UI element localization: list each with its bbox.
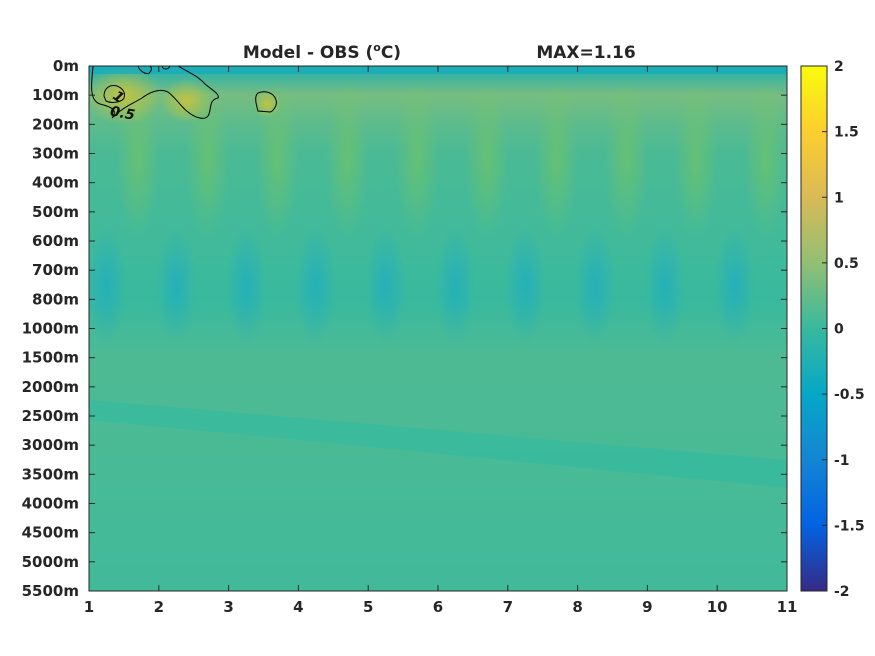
- chart-max-label: MAX=1.16: [536, 43, 635, 63]
- mid-cool-column: [435, 224, 476, 345]
- x-axis: 1 2 3 4 5 6 7 8 9 10 11: [84, 66, 798, 616]
- x-tick-label: 1: [84, 598, 94, 616]
- contour-0.5-line-c: [161, 66, 171, 70]
- colorbar-tick-label: 1.5: [834, 125, 859, 141]
- x-tick-label: 8: [572, 598, 582, 616]
- mid-cool-column: [714, 224, 755, 345]
- y-tick-label: 2000m: [22, 378, 79, 396]
- mid-cool-column: [226, 224, 267, 345]
- colorbar-tick-label: 2: [834, 59, 844, 75]
- upper-warm-column: [255, 79, 300, 240]
- y-tick-label: 200m: [32, 115, 79, 133]
- x-tick-label: 11: [777, 598, 798, 616]
- upper-warm-column: [325, 79, 370, 240]
- y-tick-label: 600m: [32, 232, 79, 250]
- upper-warm-column: [395, 79, 440, 240]
- colorbar-tick-label: -1: [834, 453, 850, 469]
- y-axis: 0m 100m 200m 300m 400m 500m 600m 700m 800m 1000m 1…: [22, 57, 787, 600]
- upper-warm-column: [534, 79, 579, 240]
- x-tick-label: 7: [503, 598, 513, 616]
- y-tick-label: 3500m: [22, 465, 79, 483]
- x-tick-label: 5: [363, 598, 373, 616]
- y-tick-label: 2500m: [22, 407, 79, 425]
- mid-cool-column: [644, 224, 685, 345]
- x-tick-label: 9: [642, 598, 652, 616]
- colorbar-tick-label: 0: [834, 322, 844, 338]
- y-tick-label: 5500m: [22, 582, 79, 600]
- x-tick-label: 3: [223, 598, 233, 616]
- colorbar-axis: 2 1.5 1 0.5 0 -0.5 -1 -1.5 -2: [822, 59, 865, 600]
- y-tick-label: 500m: [32, 203, 79, 221]
- colorbar-tick-label: 1: [834, 190, 844, 206]
- y-tick-label: 700m: [32, 261, 79, 279]
- colorbar-tick-label: -0.5: [834, 387, 865, 403]
- upper-warm-column: [464, 79, 509, 240]
- x-tick-label: 6: [433, 598, 443, 616]
- y-tick-label: 100m: [32, 86, 79, 104]
- y-tick-label: 800m: [32, 290, 79, 308]
- mid-cool-column: [156, 224, 197, 345]
- y-tick-label: 4500m: [22, 524, 79, 542]
- chart-title: Model - OBS (oC): [243, 41, 401, 63]
- contour-0.5-island: [255, 91, 277, 113]
- upper-warm-column: [604, 79, 649, 240]
- deep-lighter-band: [89, 400, 787, 488]
- y-tick-label: 1500m: [22, 349, 79, 367]
- warm-anomaly: [160, 79, 213, 123]
- heatmap-field: [89, 66, 787, 591]
- x-tick-label: 10: [707, 598, 728, 616]
- y-tick-label: 4000m: [22, 495, 79, 513]
- y-tick-label: 3000m: [22, 436, 79, 454]
- mid-cool-column: [575, 224, 616, 345]
- x-tick-label: 4: [293, 598, 303, 616]
- mid-cool-column: [89, 224, 127, 345]
- mid-cool-column: [365, 224, 406, 345]
- warm-anomaly: [89, 66, 162, 126]
- contour-label-0.5: 0.5: [109, 104, 136, 124]
- mid-cool-column: [295, 224, 336, 345]
- y-tick-label: 0m: [53, 57, 79, 75]
- colorbar-tick-label: -2: [834, 584, 850, 600]
- upper-warm-column: [674, 79, 719, 240]
- y-tick-label: 300m: [32, 145, 79, 163]
- colorbar-tick-label: 0.5: [834, 256, 859, 272]
- x-tick-label: 2: [154, 598, 164, 616]
- contour-1-line: [103, 85, 125, 103]
- colorbar-tick-label: -1.5: [834, 518, 865, 534]
- contour-0.5-line-b: [137, 66, 152, 75]
- y-tick-label: 1000m: [22, 320, 79, 338]
- y-tick-label: 5000m: [22, 553, 79, 571]
- y-tick-label: 400m: [32, 174, 79, 192]
- upper-warm-column: [744, 79, 787, 240]
- mid-cool-column: [505, 224, 546, 345]
- contour-0.5-line: [91, 66, 219, 119]
